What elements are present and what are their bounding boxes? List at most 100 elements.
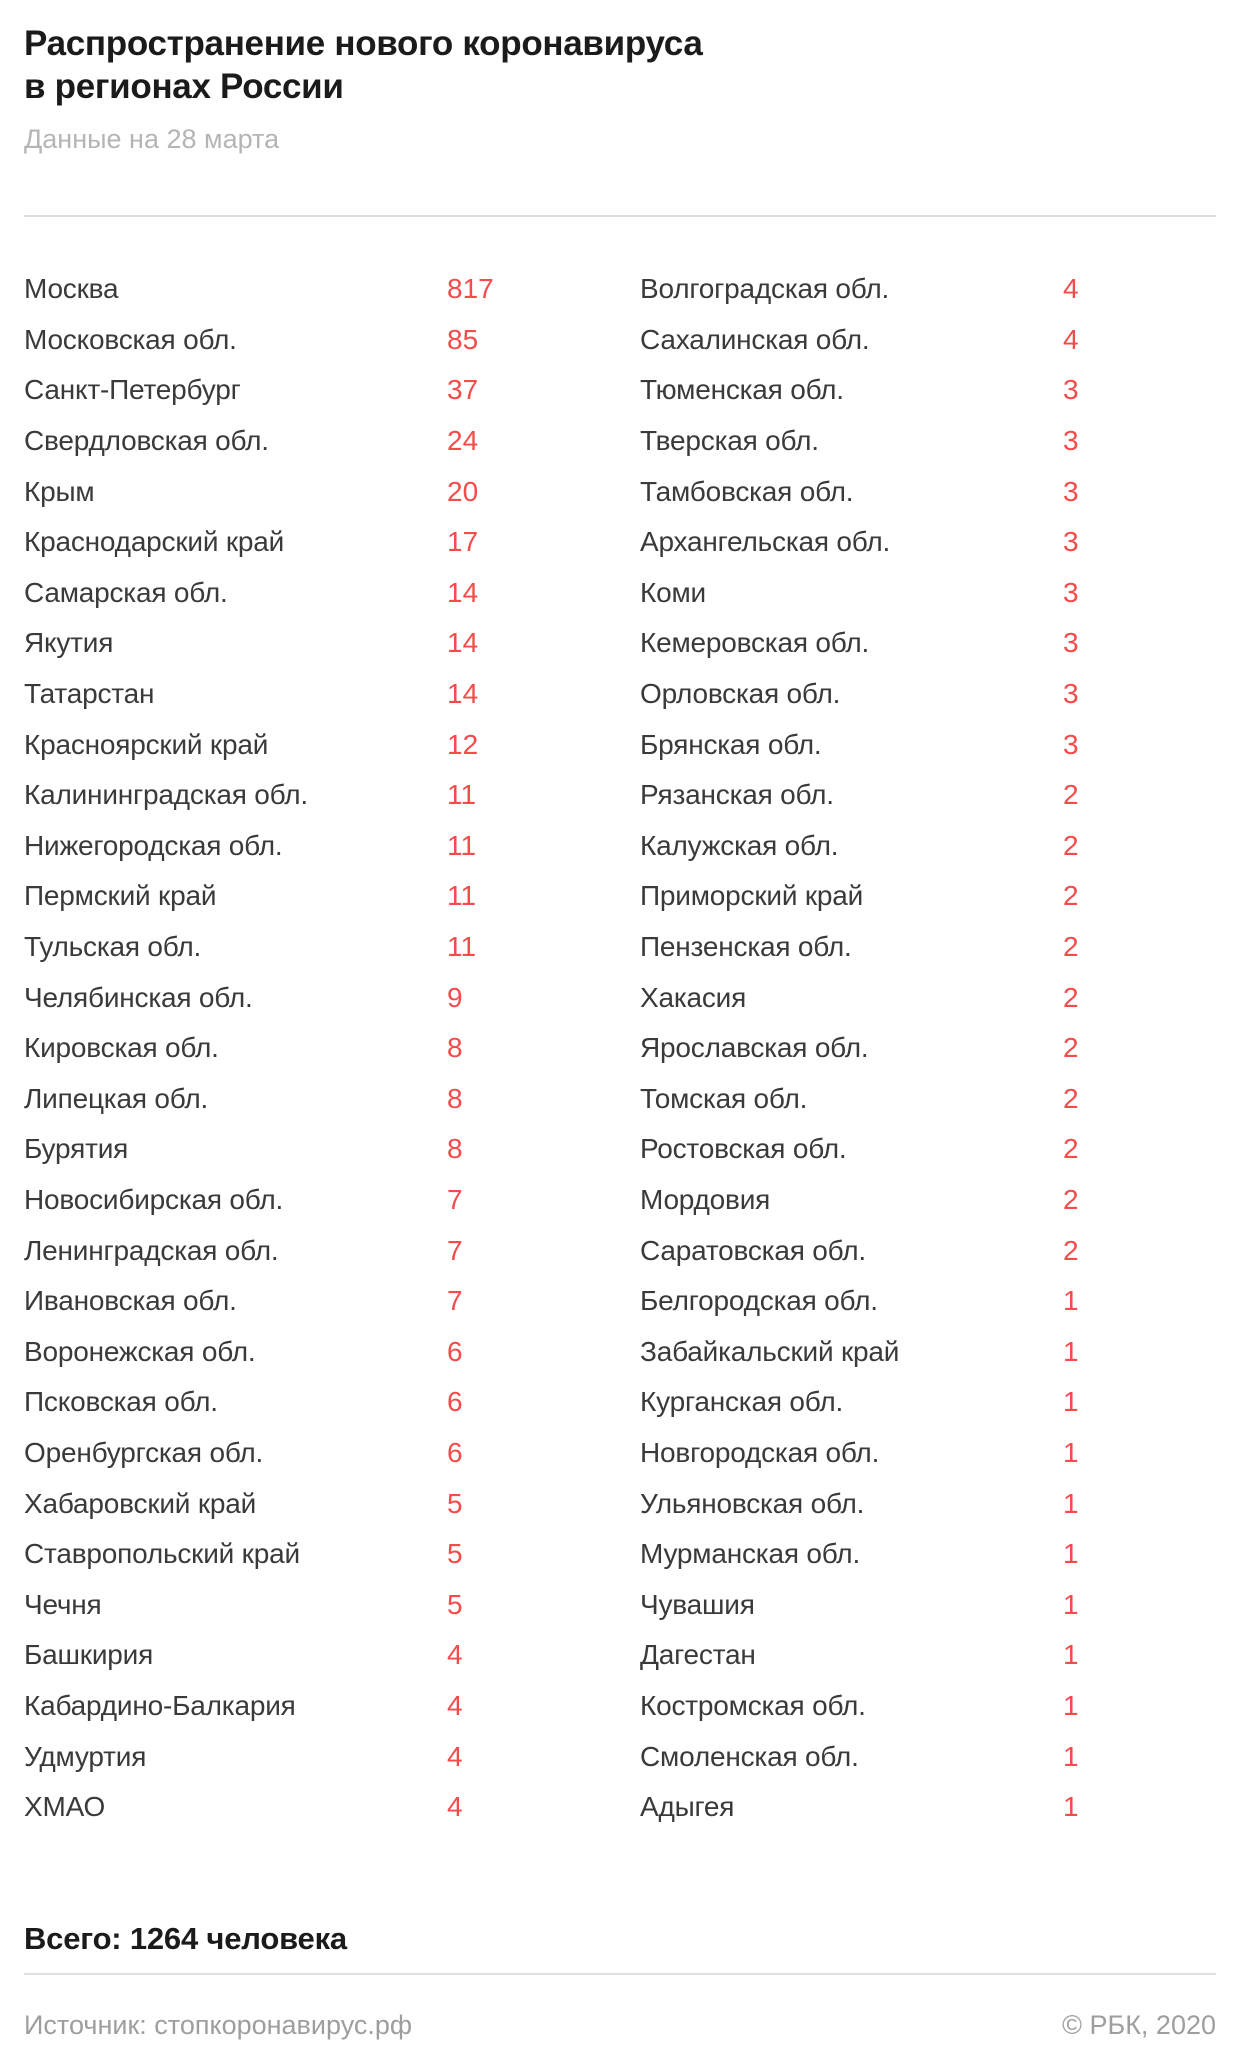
region-name: Приморский край (640, 880, 864, 912)
region-name: Брянская обл. (640, 728, 822, 760)
region-row: Мордовия 2 (640, 1175, 1216, 1226)
region-name: Кировская обл. (24, 1032, 219, 1064)
regions-column-right: Волгоградская обл. 4 Сахалинская обл. 4 Тюме… (640, 264, 1216, 1832)
region-row: Московская обл. 85 (24, 315, 640, 366)
region-row: Свердловская обл. 24 (24, 416, 640, 467)
region-name: Псковская обл. (24, 1386, 218, 1418)
region-count: 1 (1063, 1335, 1079, 1367)
region-row: Новосибирская обл. 7 (24, 1175, 640, 1226)
region-row: Тверская обл. 3 (640, 416, 1216, 467)
region-name: Красноярский край (24, 728, 269, 760)
region-row: Чувашия 1 (640, 1579, 1216, 1630)
region-count: 9 (447, 981, 463, 1013)
region-name: Крым (24, 475, 95, 507)
region-count: 37 (447, 374, 479, 406)
region-name: Ростовская обл. (640, 1133, 847, 1165)
region-count: 11 (447, 931, 477, 963)
region-name: Санкт-Петербург (24, 374, 241, 406)
region-count: 2 (1063, 779, 1079, 811)
region-row: Смоленская обл. 1 (640, 1731, 1216, 1782)
subtitle-date: Данные на 28 марта (24, 124, 280, 154)
region-row: Белгородская обл. 1 (640, 1276, 1216, 1327)
region-count: 2 (1063, 981, 1079, 1013)
top-divider (24, 215, 1216, 217)
region-count: 2 (1063, 829, 1079, 861)
region-count: 817 (447, 273, 494, 305)
region-count: 1 (1063, 1588, 1079, 1620)
region-row: Удмуртия 4 (24, 1731, 640, 1782)
region-count: 4 (447, 1639, 463, 1671)
region-row: Рязанская обл. 2 (640, 770, 1216, 821)
region-count: 6 (447, 1436, 463, 1468)
bottom-divider (24, 1973, 1216, 1976)
region-row: Ивановская обл. 7 (24, 1276, 640, 1327)
region-count: 3 (1063, 425, 1079, 457)
region-name: Белгородская обл. (640, 1285, 878, 1317)
region-name: Хакасия (640, 981, 747, 1013)
region-count: 1 (1063, 1436, 1079, 1468)
region-count: 4 (447, 1689, 463, 1721)
region-name: Тамбовская обл. (640, 475, 854, 507)
region-row: Ленинградская обл. 7 (24, 1225, 640, 1276)
region-name: Мордовия (640, 1183, 771, 1215)
region-row: Самарская обл. 14 (24, 568, 640, 619)
region-row: Псковская обл. 6 (24, 1377, 640, 1428)
region-count: 3 (1063, 374, 1079, 406)
region-name: Кемеровская обл. (640, 627, 870, 659)
region-name: Московская обл. (24, 323, 237, 355)
region-name: Свердловская обл. (24, 425, 269, 457)
region-count: 1 (1063, 1538, 1079, 1570)
source-label: Источник: стопкоронавирус.рф (24, 2010, 413, 2041)
region-name: Дагестан (640, 1639, 756, 1671)
region-name: Новосибирская обл. (24, 1183, 284, 1215)
region-count: 1 (1063, 1639, 1079, 1671)
region-name: Якутия (24, 627, 114, 659)
region-count: 3 (1063, 728, 1079, 760)
regions-column-left: Москва 817 Московская обл. 85 Санкт-Петербур… (24, 264, 640, 1832)
region-row: Челябинская обл. 9 (24, 972, 640, 1023)
region-name: Чувашия (640, 1588, 755, 1620)
region-name: Тюменская обл. (640, 374, 844, 406)
region-count: 17 (447, 526, 479, 558)
region-name: Самарская обл. (24, 576, 228, 608)
region-row: Архангельская обл. 3 (640, 517, 1216, 568)
region-row: Башкирия 4 (24, 1630, 640, 1681)
copyright-label: © РБК, 2020 (1062, 2010, 1216, 2041)
region-name: Бурятия (24, 1133, 129, 1165)
region-name: Башкирия (24, 1639, 154, 1671)
region-row: Волгоградская обл. 4 (640, 264, 1216, 315)
region-name: Архангельская обл. (640, 526, 891, 558)
region-count: 1 (1063, 1740, 1079, 1772)
region-name: Мурманская обл. (640, 1538, 861, 1570)
region-count: 3 (1063, 576, 1079, 608)
region-name: Челябинская обл. (24, 981, 253, 1013)
region-count: 1 (1063, 1791, 1079, 1823)
region-row: Пензенская обл. 2 (640, 922, 1216, 973)
region-name: Калужская обл. (640, 829, 839, 861)
region-row: Воронежская обл. 6 (24, 1326, 640, 1377)
region-name: Калининградская обл. (24, 779, 308, 811)
region-count: 2 (1063, 1133, 1079, 1165)
region-count: 1 (1063, 1386, 1079, 1418)
region-count: 14 (447, 576, 479, 608)
region-count: 5 (447, 1487, 463, 1519)
region-count: 4 (447, 1791, 463, 1823)
region-row: Красноярский край 12 (24, 719, 640, 770)
region-count: 2 (1063, 1032, 1079, 1064)
region-row: Пермский край 11 (24, 871, 640, 922)
region-row: Ульяновская обл. 1 (640, 1478, 1216, 1529)
region-count: 11 (447, 779, 477, 811)
region-name: Кабардино-Балкария (24, 1689, 296, 1721)
region-name: Воронежская обл. (24, 1335, 256, 1367)
region-row: Кабардино-Балкария 4 (24, 1681, 640, 1732)
region-row: Чечня 5 (24, 1579, 640, 1630)
region-count: 3 (1063, 475, 1079, 507)
region-count: 85 (447, 323, 479, 355)
region-row: Новгородская обл. 1 (640, 1428, 1216, 1479)
region-row: Забайкальский край 1 (640, 1326, 1216, 1377)
region-row: Оренбургская обл. 6 (24, 1428, 640, 1479)
region-count: 8 (447, 1133, 463, 1165)
region-row: Якутия 14 (24, 618, 640, 669)
region-count: 2 (1063, 880, 1079, 912)
